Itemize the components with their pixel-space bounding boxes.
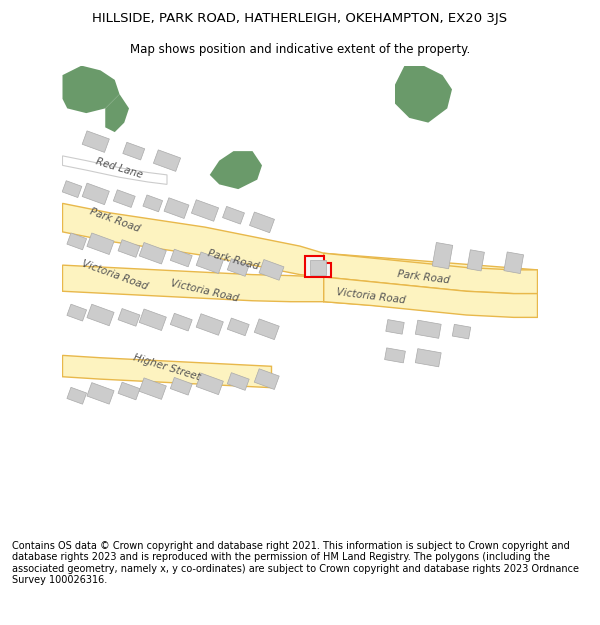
Polygon shape (254, 369, 279, 389)
Polygon shape (191, 200, 218, 221)
Polygon shape (67, 304, 86, 321)
Polygon shape (154, 150, 181, 171)
Polygon shape (62, 156, 167, 184)
Polygon shape (324, 253, 538, 294)
Text: Contains OS data © Crown copyright and database right 2021. This information is : Contains OS data © Crown copyright and d… (12, 541, 579, 586)
Polygon shape (139, 309, 166, 331)
Polygon shape (196, 373, 223, 394)
Polygon shape (452, 324, 471, 339)
Polygon shape (324, 277, 538, 318)
Text: HILLSIDE, PARK ROAD, HATHERLEIGH, OKEHAMPTON, EX20 3JS: HILLSIDE, PARK ROAD, HATHERLEIGH, OKEHAM… (92, 12, 508, 25)
Polygon shape (259, 259, 284, 280)
Polygon shape (467, 250, 484, 271)
Text: Map shows position and indicative extent of the property.: Map shows position and indicative extent… (130, 42, 470, 56)
Polygon shape (67, 233, 86, 250)
Polygon shape (310, 261, 326, 274)
Polygon shape (170, 313, 192, 331)
Polygon shape (62, 265, 324, 302)
Polygon shape (415, 320, 441, 338)
Polygon shape (62, 181, 82, 198)
Polygon shape (164, 198, 189, 219)
Text: Red Lane: Red Lane (95, 156, 144, 179)
Polygon shape (196, 252, 223, 274)
Polygon shape (113, 190, 135, 208)
Polygon shape (139, 378, 166, 399)
Polygon shape (210, 151, 262, 189)
Polygon shape (504, 252, 524, 274)
Polygon shape (62, 66, 119, 113)
Text: Victoria Road: Victoria Road (336, 287, 406, 305)
Polygon shape (105, 94, 129, 132)
Polygon shape (250, 212, 274, 232)
Text: Park Road: Park Road (88, 206, 141, 234)
Polygon shape (87, 304, 114, 326)
Polygon shape (118, 382, 140, 400)
Polygon shape (324, 253, 538, 318)
Polygon shape (139, 242, 166, 264)
Text: Park Road: Park Road (397, 269, 450, 285)
Polygon shape (118, 309, 140, 326)
Text: Park Road: Park Road (207, 249, 260, 272)
Polygon shape (395, 66, 452, 122)
Polygon shape (82, 131, 109, 152)
Polygon shape (223, 206, 244, 224)
Polygon shape (170, 249, 192, 267)
Polygon shape (227, 318, 249, 336)
Polygon shape (82, 183, 109, 204)
Polygon shape (67, 388, 86, 404)
Polygon shape (87, 233, 114, 254)
Polygon shape (123, 142, 145, 160)
Polygon shape (432, 242, 453, 269)
Polygon shape (415, 349, 441, 367)
Polygon shape (386, 319, 404, 334)
Polygon shape (227, 372, 249, 391)
Polygon shape (170, 378, 192, 395)
Polygon shape (385, 348, 406, 363)
Polygon shape (305, 256, 331, 277)
Text: Victoria Road: Victoria Road (170, 279, 240, 304)
Polygon shape (118, 239, 140, 258)
Text: Victoria Road: Victoria Road (80, 258, 149, 291)
Polygon shape (62, 356, 271, 388)
Polygon shape (196, 314, 223, 335)
Polygon shape (62, 203, 324, 277)
Polygon shape (324, 277, 538, 318)
Polygon shape (254, 319, 279, 339)
Polygon shape (143, 195, 163, 212)
Polygon shape (87, 382, 114, 404)
Text: Higher Street: Higher Street (132, 352, 202, 382)
Polygon shape (227, 259, 249, 276)
